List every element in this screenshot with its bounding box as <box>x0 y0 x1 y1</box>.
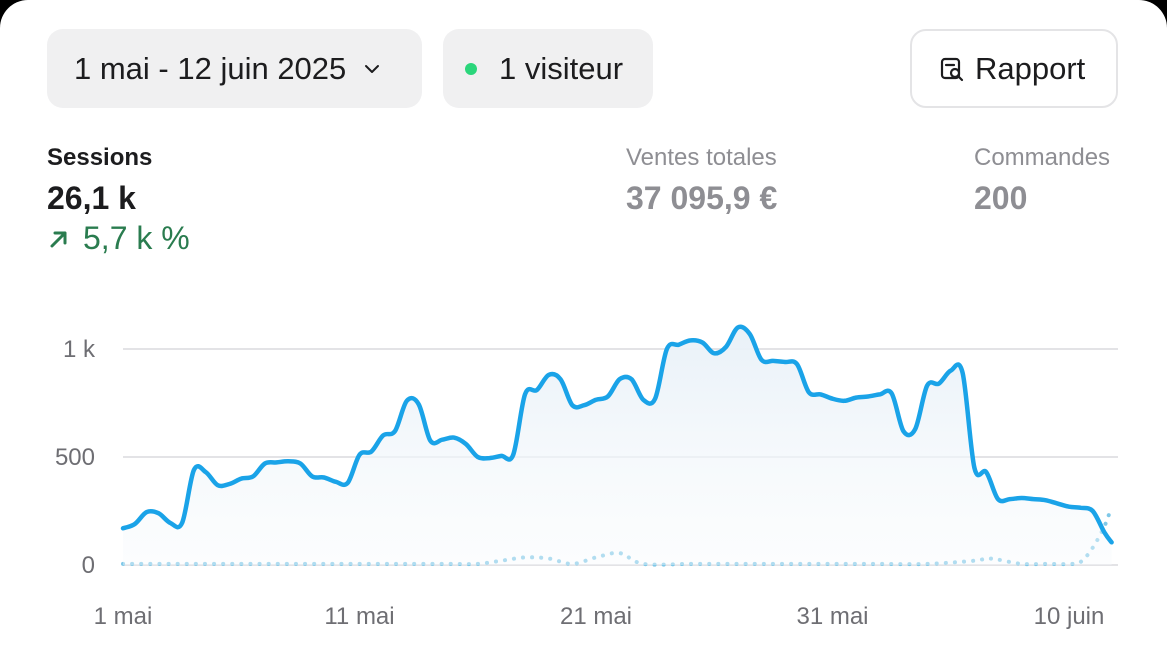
orders-value: 200 <box>974 180 1028 216</box>
sales-value: 37 095,9 € <box>626 180 778 216</box>
date-range-picker[interactable]: 1 mai - 12 juin 2025 <box>47 29 422 108</box>
sessions-chart: 0 500 1 k 1 mai 11 mai 21 mai 31 mai 10 juin <box>55 324 1118 630</box>
x-tick-label: 10 juin <box>1034 603 1105 630</box>
y-tick-label: 1 k <box>63 336 96 363</box>
sessions-value: 26,1 k <box>47 180 136 216</box>
y-tick-label: 500 <box>55 444 95 471</box>
sales-metric[interactable]: Ventes totales 37 095,9 € <box>626 144 777 218</box>
visitors-label: 1 visiteur <box>499 50 624 86</box>
live-visitors-badge[interactable]: 1 visiteur <box>443 29 653 108</box>
sessions-metric[interactable]: Sessions 26,1 k <box>47 144 152 218</box>
report-button[interactable]: Rapport <box>910 29 1118 108</box>
report-icon <box>940 57 964 81</box>
sessions-label: Sessions <box>47 144 153 171</box>
x-tick-label: 21 mai <box>560 603 632 630</box>
x-tick-label: 31 mai <box>796 603 868 630</box>
orders-label: Commandes <box>974 144 1111 171</box>
x-tick-label: 1 mai <box>94 603 153 630</box>
x-tick-label: 11 mai <box>324 603 394 630</box>
sessions-series-line <box>120 324 1114 545</box>
live-dot-icon <box>465 62 477 75</box>
date-range-label: 1 mai - 12 juin 2025 <box>74 50 347 86</box>
report-label: Rapport <box>975 50 1086 86</box>
sales-label: Ventes totales <box>626 144 777 171</box>
sessions-series-area <box>123 326 1112 565</box>
arrow-up-right-icon <box>50 231 67 247</box>
sessions-change-value: 5,7 k % <box>83 220 190 256</box>
y-tick-label: 0 <box>82 552 95 579</box>
chevron-down-icon <box>365 64 380 73</box>
orders-metric[interactable]: Commandes 200 <box>974 144 1110 218</box>
sessions-change: 5,7 k % <box>47 220 190 257</box>
